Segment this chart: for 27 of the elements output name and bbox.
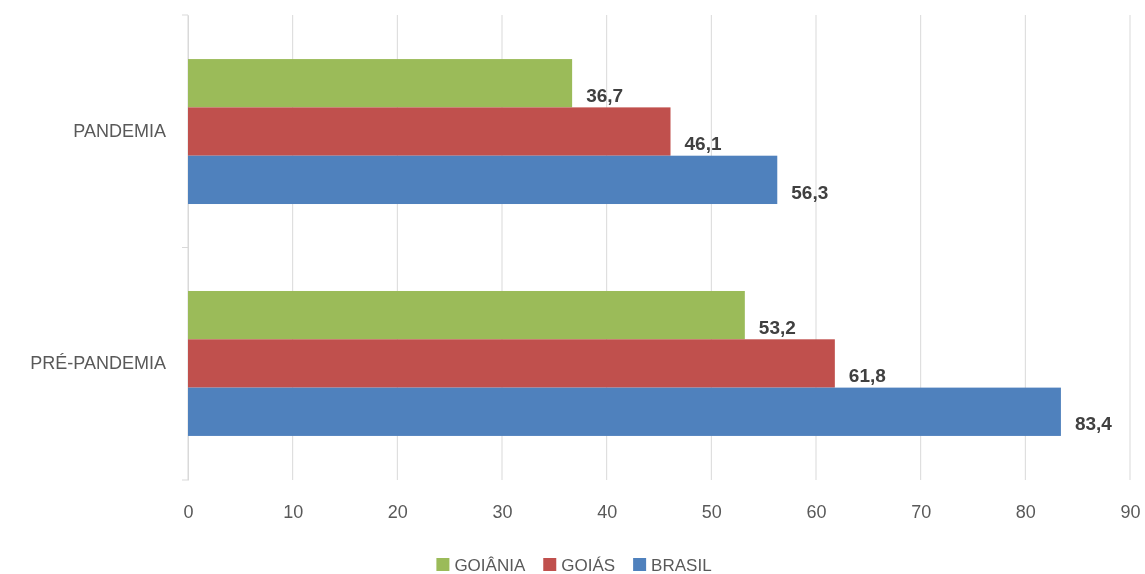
x-tick-label: 50 (701, 501, 722, 522)
legend-label: BRASIL (651, 555, 712, 574)
data-label: 56,3 (791, 181, 829, 203)
bar (188, 339, 835, 388)
x-tick-label: 0 (183, 501, 194, 522)
legend-label: GOIÁS (561, 555, 616, 574)
data-label: 46,1 (684, 133, 722, 155)
y-tick-label: PRÉ-PANDEMIA (30, 353, 166, 374)
bar (188, 387, 1061, 436)
legend-label: GOIÂNIA (454, 555, 526, 574)
x-tick-label: 90 (1120, 501, 1141, 522)
bar (188, 107, 671, 156)
data-label: 53,2 (758, 316, 796, 338)
x-tick-label: 30 (492, 501, 513, 522)
x-tick-label: 70 (911, 501, 932, 522)
bar (188, 59, 573, 108)
data-label: 61,8 (848, 365, 886, 387)
x-tick-label: 40 (597, 501, 618, 522)
bar (188, 155, 778, 205)
x-tick-label: 80 (1015, 501, 1036, 522)
data-label: 83,4 (1074, 413, 1113, 435)
data-label: 36,7 (586, 84, 624, 106)
x-tick-label: 60 (806, 501, 827, 522)
bar (188, 290, 745, 340)
x-tick-label: 20 (387, 501, 408, 522)
x-tick-label: 10 (283, 501, 304, 522)
y-tick-label: PANDEMIA (73, 121, 166, 142)
